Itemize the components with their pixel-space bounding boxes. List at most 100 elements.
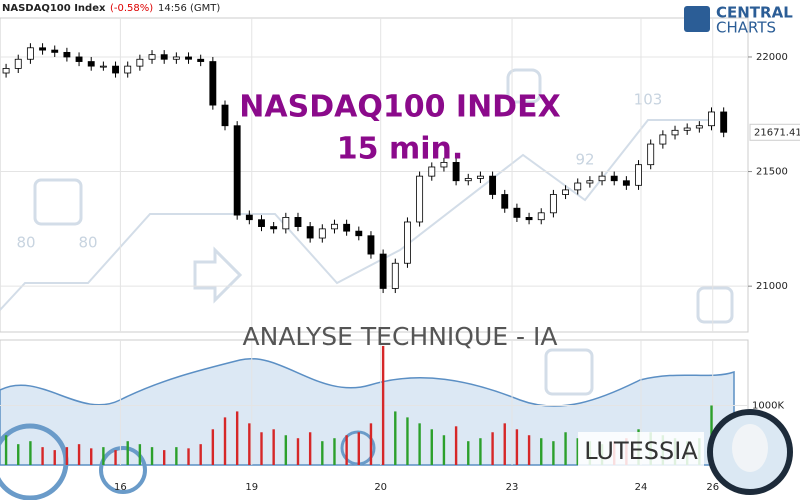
volume-bar — [576, 438, 579, 465]
candle-body — [610, 175, 618, 182]
candle-body — [574, 182, 582, 191]
logo-text: CHARTS — [716, 19, 776, 37]
volume-bar — [467, 441, 470, 465]
annotation: LUTESSIA — [584, 437, 698, 465]
candle-body — [160, 54, 168, 60]
volume-bar — [53, 450, 56, 465]
volume-bar — [248, 423, 251, 465]
candle-body — [695, 125, 703, 129]
candle-body — [525, 217, 533, 221]
candle-body — [245, 214, 253, 221]
symbol-change: (-0.58%) — [110, 3, 153, 14]
volume-bar — [41, 447, 44, 465]
logo-mark — [684, 6, 710, 32]
volume-bar — [114, 450, 117, 465]
candle-body — [87, 61, 95, 67]
volume-bar — [4, 435, 8, 465]
volume-bar — [260, 432, 263, 465]
chart-title: NASDAQ100 INDEX — [239, 90, 560, 125]
candle-body — [404, 221, 411, 264]
candle-body — [598, 175, 606, 182]
candle-body — [258, 219, 265, 227]
last-price-box — [749, 123, 800, 141]
candle-body — [124, 65, 132, 74]
candle-body — [112, 65, 119, 74]
volume-bar — [381, 345, 385, 465]
candle-body — [464, 178, 472, 182]
candle-body — [197, 58, 205, 62]
volume-bar — [211, 429, 215, 465]
volume-bar — [357, 432, 360, 465]
watermark-icon — [506, 68, 542, 104]
price-panel — [0, 17, 749, 333]
candle-body — [428, 166, 436, 177]
candle-body — [185, 56, 192, 60]
volume-bar — [491, 432, 494, 465]
volume-bar — [442, 435, 446, 465]
volume-bar — [333, 438, 336, 465]
candle-body — [489, 175, 497, 195]
annotation-bg — [578, 432, 704, 470]
candle-body — [562, 189, 570, 195]
watermark-label: 103 — [634, 91, 663, 109]
candle-body — [355, 230, 363, 237]
volume-bar — [527, 435, 531, 465]
candle-body — [379, 253, 387, 289]
candle-body — [501, 194, 509, 209]
volume-bar — [564, 432, 567, 465]
x-tick-label: 19 — [245, 482, 258, 493]
volume-bar — [454, 426, 458, 465]
volume-bar — [77, 444, 81, 465]
candle-body — [549, 194, 557, 214]
x-tick-label: 20 — [374, 482, 387, 493]
candle-body — [26, 47, 34, 60]
volume-bar — [223, 417, 227, 465]
candle-body — [282, 217, 290, 230]
candle-body — [671, 129, 679, 136]
watermark-arrow — [193, 246, 243, 304]
candle-body — [306, 226, 314, 239]
volume-bar — [126, 441, 129, 465]
candle-body — [622, 180, 630, 186]
volume-bar — [369, 423, 373, 465]
candle-body — [513, 207, 521, 218]
volume-bar — [321, 441, 324, 465]
volume-bar — [406, 417, 409, 465]
y-tick-label: 1000K — [752, 400, 784, 411]
candle-body — [51, 49, 59, 53]
volume-bar — [345, 435, 348, 465]
volume-bar — [418, 423, 421, 465]
candle-body — [136, 58, 144, 67]
x-tick-label: 23 — [506, 482, 519, 493]
volume-bar — [515, 429, 519, 465]
watermark-label: 92 — [575, 151, 594, 169]
candle-body — [343, 223, 351, 232]
candle-body — [720, 111, 728, 133]
x-tick-label: 24 — [635, 482, 648, 493]
candle-body — [391, 262, 399, 289]
candle-body — [270, 226, 278, 230]
candle-body — [39, 47, 47, 51]
y-tick-label: 21000 — [756, 281, 788, 292]
candle-body — [148, 54, 156, 60]
volume-bar — [150, 447, 154, 465]
volume-bar — [175, 447, 178, 465]
candle-body — [647, 143, 655, 166]
volume-bar — [394, 411, 397, 465]
candle-body — [537, 212, 545, 221]
logo-text: CENTRAL — [716, 4, 793, 22]
volume-bar — [162, 450, 166, 465]
candle-body — [172, 56, 180, 60]
symbol-name: NASDAQ100 Index — [2, 3, 106, 14]
avatar-face — [732, 424, 768, 472]
y-tick-label: 22000 — [756, 52, 788, 63]
volume-bar — [138, 444, 142, 465]
candle-body — [367, 235, 375, 255]
candle-body — [452, 161, 460, 182]
volume-bar — [308, 432, 312, 465]
candle-body — [14, 58, 22, 69]
volume-bar — [199, 444, 202, 465]
volume-bar — [235, 411, 239, 465]
annotation: ANALYSE TECHNIQUE - IA — [243, 322, 558, 351]
watermark-icon — [544, 348, 594, 396]
